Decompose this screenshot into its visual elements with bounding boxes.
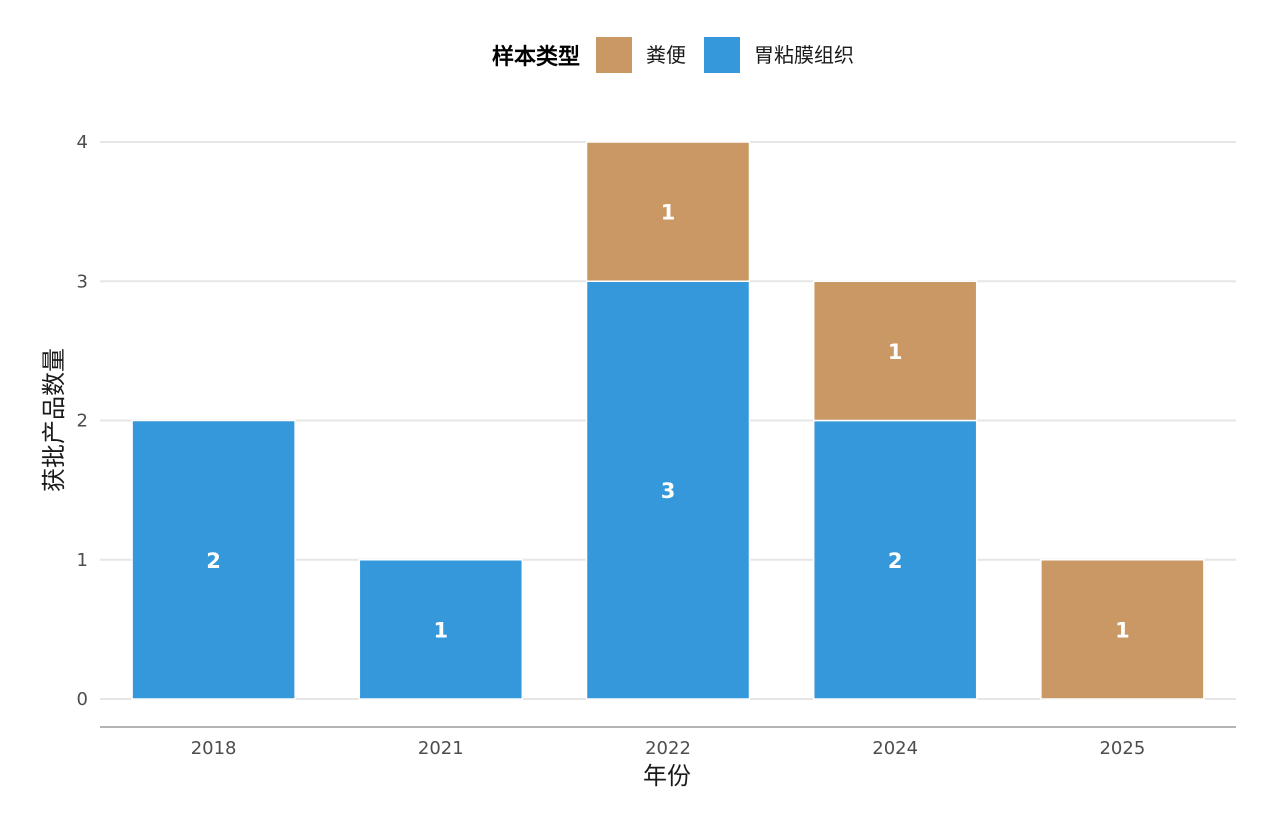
legend-swatch-feces bbox=[596, 37, 632, 73]
data-label-2022-series-0: 3 bbox=[661, 479, 676, 503]
y-tick-label-3: 3 bbox=[77, 271, 88, 292]
y-axis-title: 获批产品数量 bbox=[40, 348, 68, 492]
x-tick-label-2018: 2018 bbox=[191, 738, 237, 759]
x-tick-labels: 2018 2021 2022 2024 2025 bbox=[191, 738, 1146, 759]
legend-label-gastric-mucosa: 胃粘膜组织 bbox=[754, 43, 854, 67]
y-tick-label-4: 4 bbox=[77, 132, 88, 153]
y-tick-label-2: 2 bbox=[77, 411, 88, 432]
data-label-2022-series-1: 1 bbox=[661, 201, 676, 225]
data-label-2021-series-0: 1 bbox=[433, 618, 448, 642]
bar-2022-series-1 bbox=[585, 141, 751, 282]
x-tick-label-2024: 2024 bbox=[872, 738, 918, 759]
bar-2018-series-0 bbox=[131, 419, 296, 700]
data-labels: 2 1 3 1 2 1 1 bbox=[206, 201, 1129, 643]
y-tick-label-0: 0 bbox=[77, 689, 88, 710]
bar-2025-series-1 bbox=[1040, 559, 1205, 700]
bars bbox=[131, 141, 1205, 700]
bar-2024-series-1 bbox=[812, 280, 978, 422]
y-tick-labels: 0 1 2 3 4 bbox=[77, 132, 88, 710]
x-tick-label-2022: 2022 bbox=[645, 738, 691, 759]
data-label-2018-series-0: 2 bbox=[206, 549, 221, 573]
x-axis-title: 年份 bbox=[643, 762, 691, 790]
x-tick-label-2025: 2025 bbox=[1099, 738, 1145, 759]
data-label-2024-series-1: 1 bbox=[888, 340, 903, 364]
legend-label-feces: 粪便 bbox=[646, 43, 686, 67]
data-label-2024-series-0: 2 bbox=[888, 549, 903, 573]
legend-title: 样本类型 bbox=[492, 44, 580, 70]
bar-2021-series-0 bbox=[358, 559, 524, 700]
y-tick-label-1: 1 bbox=[77, 550, 88, 571]
x-tick-label-2021: 2021 bbox=[418, 738, 464, 759]
legend-swatch-gastric-mucosa bbox=[704, 37, 740, 73]
data-label-2025-series-1: 1 bbox=[1115, 618, 1130, 642]
legend: 样本类型 粪便 胃粘膜组织 bbox=[492, 37, 854, 73]
